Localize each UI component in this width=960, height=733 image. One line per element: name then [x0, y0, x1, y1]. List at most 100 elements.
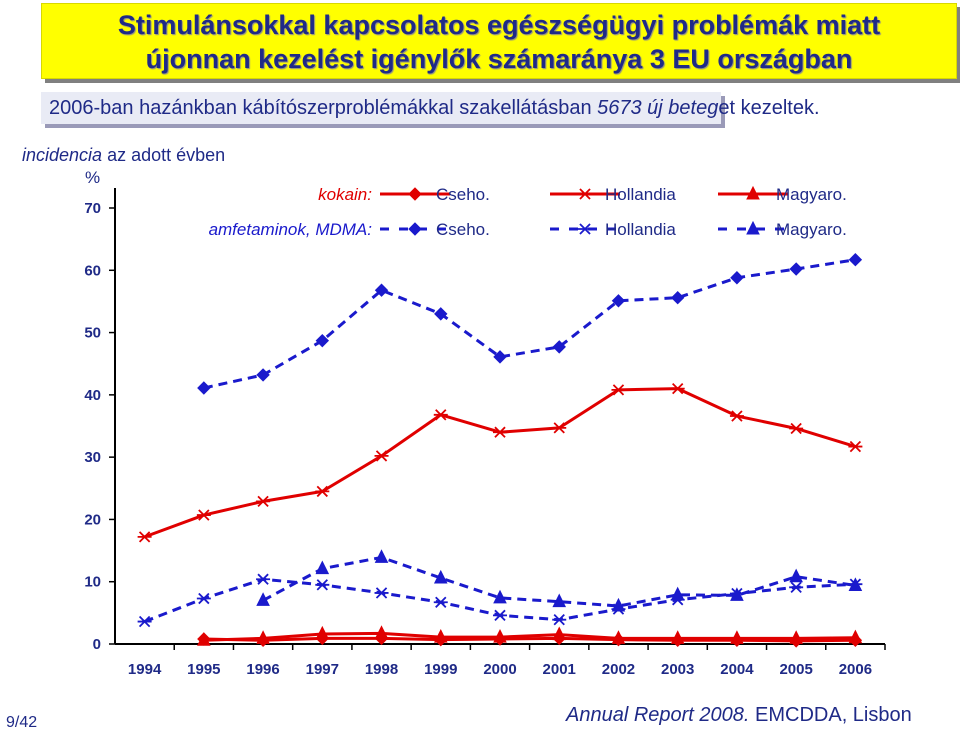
- data-point-amfetamin-triangle: [315, 560, 330, 575]
- x-tick-label: 2004: [720, 661, 754, 678]
- series-line-kokain-triangle: [203, 631, 856, 642]
- series-line-amfetamin-triangle: [262, 555, 856, 608]
- legend-marker: [408, 222, 422, 236]
- data-point-amfetamin-triangle: [433, 569, 448, 584]
- data-point-amfetamin-triangle: [493, 589, 507, 604]
- legend-group-label: kokain:: [318, 185, 372, 204]
- data-point-amfetamin-diamond: [197, 381, 211, 395]
- data-point-amfetamin-diamond: [611, 294, 626, 308]
- data-point-amfetamin-diamond: [730, 271, 744, 285]
- title-line-1: Stimulánsokkal kapcsolatos egészségügyi …: [117, 10, 881, 40]
- data-point-kokain-star: [256, 495, 271, 508]
- data-point-amfetamin-triangle: [789, 568, 803, 583]
- subtitle-italic: 5673 új beteg: [597, 97, 719, 119]
- page-number: 9/42: [6, 714, 38, 731]
- legend-marker: [746, 220, 760, 235]
- data-point-amfetamin-triangle: [256, 592, 270, 606]
- x-tick-label: 2002: [602, 661, 635, 678]
- legend-label: Hollandia: [605, 185, 676, 204]
- data-point-kokain-triangle: [552, 626, 567, 641]
- x-tick-label: 1996: [246, 661, 279, 678]
- data-point-kokain-star: [611, 384, 626, 396]
- x-tick-label: 1998: [365, 661, 398, 678]
- legend-marker: [578, 188, 592, 200]
- data-point-amfetamin-diamond: [256, 368, 270, 382]
- data-point-kokain-star: [729, 410, 744, 422]
- y-tick-label: 60: [84, 262, 101, 279]
- legend-marker: [578, 223, 592, 235]
- data-point-amfetamin-star: [552, 614, 567, 626]
- x-tick-label: 1997: [306, 661, 339, 678]
- subtitle-pre: 2006-ban hazánkban kábítószerproblémákka…: [49, 97, 598, 119]
- y-axis-unit: %: [85, 168, 101, 187]
- incidence-rest: az adott évben: [102, 145, 226, 165]
- source-italic: Annual Report 2008.: [566, 704, 750, 726]
- data-point-kokain-triangle: [670, 630, 685, 644]
- legend-label: Magyaro.: [776, 185, 847, 204]
- legend-label: Cseho.: [436, 220, 490, 239]
- incidence-italic: incidencia: [22, 145, 103, 165]
- data-point-kokain-star: [433, 409, 448, 421]
- legend-label: Magyaro.: [776, 220, 847, 239]
- x-tick-label: 2006: [839, 661, 872, 678]
- data-point-kokain-triangle: [730, 630, 744, 644]
- data-point-amfetamin-diamond: [374, 283, 389, 297]
- data-point-kokain-triangle: [433, 629, 448, 643]
- data-point-kokain-triangle: [197, 632, 211, 646]
- x-tick-label: 1999: [424, 661, 457, 678]
- data-point-kokain-triangle: [848, 629, 863, 644]
- legend-marker: [408, 187, 422, 201]
- data-point-kokain-star: [137, 531, 152, 543]
- data-point-kokain-triangle: [493, 629, 507, 643]
- data-point-amfetamin-star: [374, 587, 389, 599]
- data-point-amfetamin-triangle: [670, 586, 685, 601]
- subtitle-text: 2006-ban hazánkban kábítószerproblémákka…: [49, 97, 820, 120]
- data-point-kokain-star: [552, 422, 567, 434]
- x-tick-label: 2000: [483, 661, 516, 678]
- data-point-amfetamin-triangle: [848, 577, 863, 591]
- y-tick-label: 0: [93, 636, 101, 653]
- legend-label: Cseho.: [436, 185, 490, 204]
- data-point-amfetamin-diamond: [552, 340, 566, 354]
- data-point-amfetamin-star: [493, 609, 507, 622]
- data-point-amfetamin-star: [196, 592, 211, 605]
- data-point-kokain-star: [196, 509, 211, 521]
- data-point-kokain-triangle: [611, 630, 626, 644]
- data-point-amfetamin-star: [315, 579, 330, 591]
- y-tick-label: 40: [84, 387, 101, 404]
- x-tick-label: 2001: [543, 661, 576, 678]
- series-line-kokain-star: [144, 387, 856, 539]
- x-tick-label: 1995: [187, 661, 220, 678]
- data-point-amfetamin-diamond: [493, 350, 507, 364]
- data-point-kokain-star: [493, 426, 507, 438]
- legend-marker: [746, 185, 760, 200]
- data-point-kokain-star: [789, 422, 804, 435]
- data-point-kokain-star: [848, 440, 863, 453]
- series-line-kokain-diamond: [203, 636, 856, 643]
- data-point-amfetamin-star: [789, 581, 804, 593]
- y-tick-label: 50: [84, 325, 101, 342]
- data-point-amfetamin-star: [256, 573, 271, 585]
- x-tick-label: 2005: [779, 661, 812, 678]
- subtitle-post: et kezeltek.: [718, 97, 820, 119]
- source-citation: Annual Report 2008. EMCDDA, Lisbon: [566, 704, 912, 727]
- data-point-amfetamin-triangle: [374, 549, 389, 563]
- data-point-kokain-triangle: [256, 630, 270, 644]
- y-tick-label: 70: [84, 200, 101, 217]
- data-point-amfetamin-triangle: [730, 587, 744, 601]
- source-rest: EMCDDA, Lisbon: [749, 704, 912, 726]
- data-point-amfetamin-diamond: [789, 262, 803, 276]
- incidence-label: incidencia az adott évben: [22, 145, 225, 166]
- data-point-amfetamin-triangle: [552, 593, 567, 608]
- data-point-kokain-triangle: [789, 630, 803, 644]
- data-point-amfetamin-triangle: [611, 597, 626, 612]
- data-point-amfetamin-star: [137, 615, 152, 628]
- series-line-amfetamin-diamond: [203, 258, 856, 390]
- subtitle-banner: 2006-ban hazánkban kábítószerproblémákka…: [41, 92, 820, 124]
- y-tick-label: 20: [84, 511, 101, 528]
- x-tick-label: 2003: [661, 661, 694, 678]
- title-line-2: újonnan kezelést igénylők számaránya 3 E…: [145, 44, 853, 74]
- data-point-kokain-star: [670, 382, 685, 395]
- x-tick-label: 1994: [128, 661, 162, 678]
